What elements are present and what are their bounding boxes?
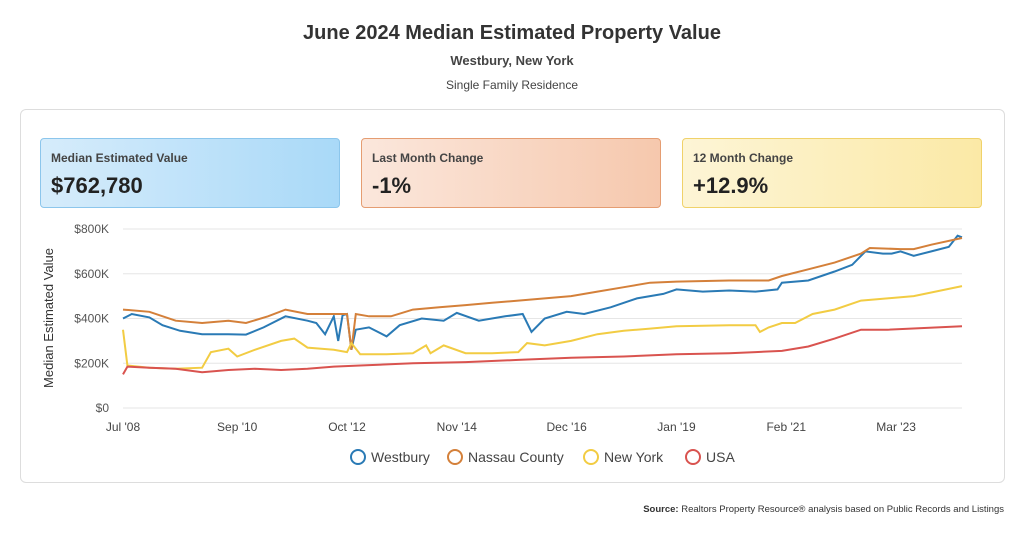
card-label: Last Month Change [372,151,484,165]
legend-label: Nassau County [468,449,564,465]
card-value: +12.9% [693,173,769,198]
legend-marker [447,449,463,465]
x-tick-label: Nov '14 [437,420,478,434]
x-tick-label: Oct '12 [328,420,366,434]
legend-label: New York [604,449,664,465]
card-value: -1% [372,173,412,198]
y-tick-label: $600K [74,267,109,281]
source-note: Source: Realtors Property Resource® anal… [643,504,1004,515]
location-subtitle: Westbury, New York [450,53,574,68]
y-tick-label: $400K [74,312,109,326]
chart-panel [20,109,1005,483]
source-text: Realtors Property Resource® analysis bas… [681,504,1004,515]
legend-marker [350,449,366,465]
x-tick-label: Mar '23 [876,420,916,434]
series-line-nassau-county [122,237,963,350]
last-month-card: Last Month Change -1% [361,138,661,208]
y-tick-label: $0 [96,401,110,415]
x-tick-label: Sep '10 [217,420,258,434]
series-line-new-york [122,285,963,370]
legend-label: USA [706,449,735,465]
legend-marker [685,449,701,465]
y-tick-label: $800K [74,222,109,236]
source-label: Source: [643,504,679,515]
x-tick-label: Dec '16 [547,420,588,434]
y-tick-label: $200K [74,356,109,370]
median-value-card: Median Estimated Value $762,780 [40,138,340,208]
card-value: $762,780 [51,173,143,198]
series-line-westbury [122,234,963,351]
card-label: Median Estimated Value [51,151,188,165]
x-tick-label: Feb '21 [766,420,806,434]
y-axis-label: Median Estimated Value [41,248,56,388]
card-label: 12 Month Change [693,151,794,165]
twelve-month-card: 12 Month Change +12.9% [682,138,982,208]
x-tick-label: Jul '08 [106,420,141,434]
x-tick-label: Jan '19 [657,420,696,434]
series-line-usa [122,325,963,375]
legend-label: Westbury [371,449,430,465]
chart-title: June 2024 Median Estimated Property Valu… [303,22,721,44]
property-type: Single Family Residence [445,78,579,92]
legend-marker [583,449,599,465]
